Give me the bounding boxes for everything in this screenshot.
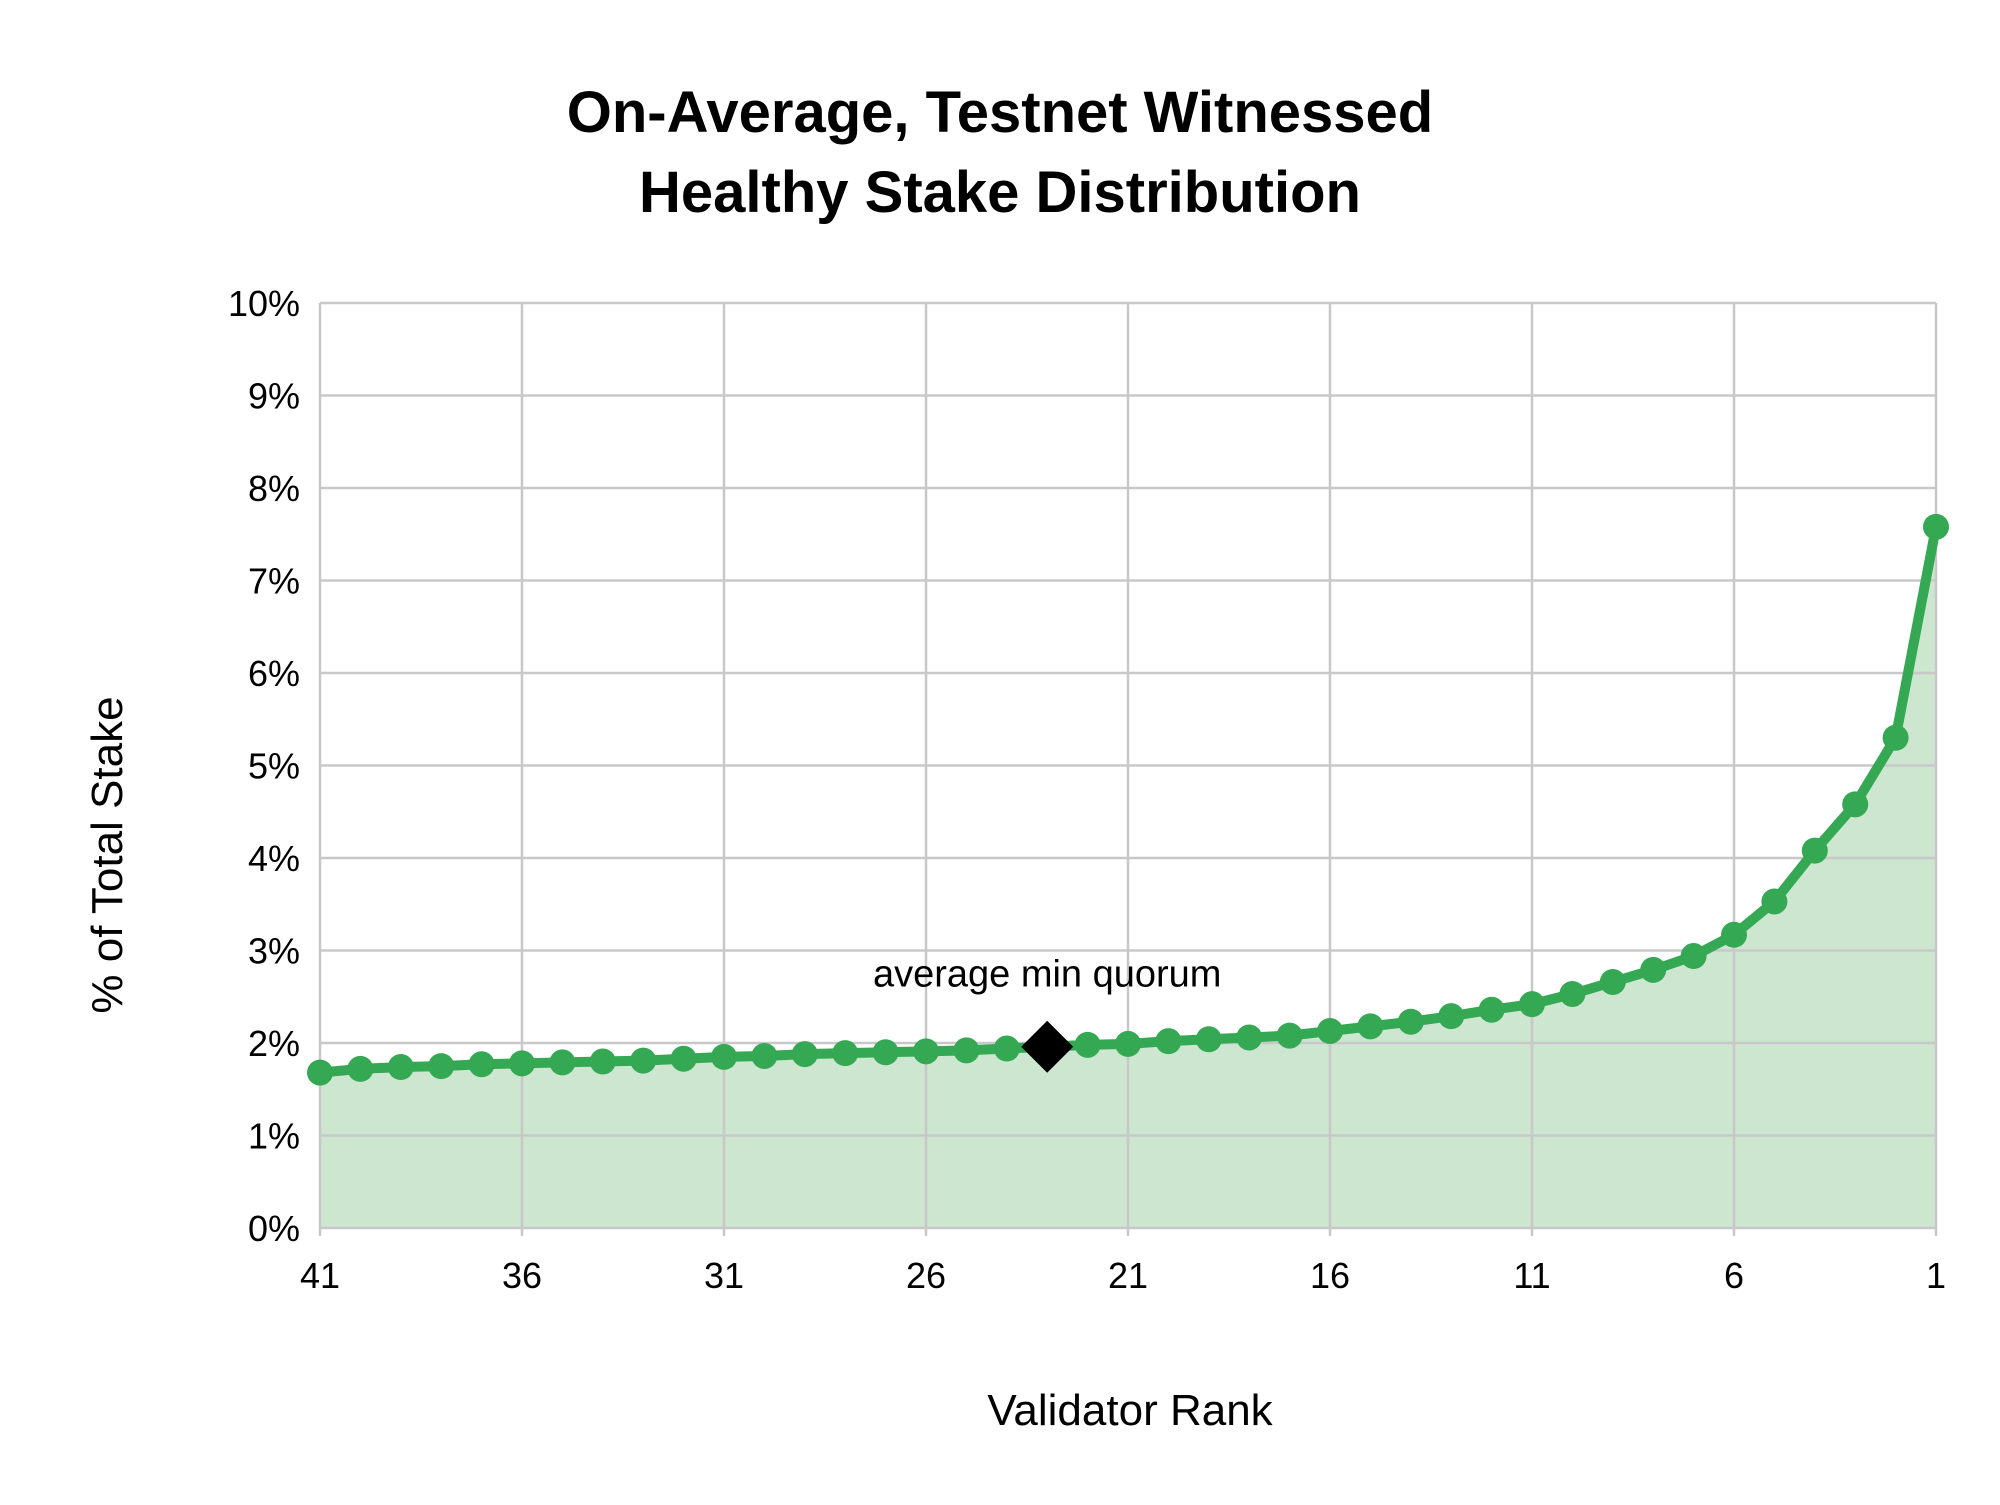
data-point [711,1043,737,1070]
y-tick-label: 6% [248,653,300,694]
data-point [1276,1022,1303,1049]
data-point [630,1047,657,1074]
x-tick-label: 6 [1724,1255,1744,1296]
data-point [387,1054,414,1081]
y-tick-label: 8% [248,468,300,509]
data-point [791,1041,818,1068]
data-point [1801,837,1828,864]
data-point [468,1051,495,1078]
data-point [347,1055,374,1082]
annotation-marker [1021,1020,1074,1073]
data-point [1842,791,1869,818]
y-tick-label: 4% [248,838,300,879]
x-tick-label: 36 [502,1255,542,1296]
data-point [993,1035,1020,1062]
y-tick-label: 9% [248,376,300,417]
data-point [872,1039,899,1066]
data-point [953,1037,980,1064]
data-point [1438,1003,1465,1030]
annotation-label: average min quorum [873,954,1222,996]
x-tick-label: 21 [1108,1255,1148,1296]
y-tick-label: 5% [248,746,300,787]
x-tick-label: 11 [1513,1255,1550,1296]
x-tick-label: 31 [704,1255,744,1296]
data-point [428,1053,455,1080]
y-tick-label: 1% [248,1116,300,1157]
y-tick-label: 7% [248,561,300,602]
data-point [1357,1013,1384,1040]
data-point [1317,1017,1343,1044]
data-point [307,1059,333,1086]
y-tick-label: 10% [228,283,300,324]
data-point [1640,956,1667,983]
data-point [832,1040,859,1067]
x-axis-label: Validator Rank [987,1386,1273,1435]
x-tick-label: 26 [906,1255,946,1296]
y-tick-label: 3% [248,931,300,972]
data-point [509,1050,535,1077]
data-point [1599,968,1626,995]
data-point [913,1038,939,1065]
y-axis-label: % of Total Stake [83,696,132,1013]
data-point [1923,513,1949,540]
data-point [589,1048,616,1075]
y-tick-label: 2% [248,1023,300,1064]
data-point [1519,991,1545,1018]
data-point [1761,888,1788,915]
chart-title-line-1: On-Average, Testnet Witnessed [567,80,1433,145]
data-point [1559,980,1586,1007]
data-point [670,1045,697,1072]
data-point [1236,1024,1263,1051]
chart-title-line-2: Healthy Stake Distribution [639,160,1361,225]
y-tick-label: 0% [248,1208,300,1249]
data-point [1155,1028,1182,1055]
data-point [1074,1031,1101,1058]
data-point [1397,1008,1424,1035]
data-point [1195,1026,1222,1053]
x-tick-label: 41 [300,1255,340,1296]
data-point [1680,943,1707,970]
data-point [1115,1030,1141,1057]
plot-area: 0% 1% 2% 3% 4% 5% 6% 7% 8% 9% 10% 41 36 31 26 21 16 11 6 1 a… [228,283,1949,1296]
x-tick-label: 1 [1926,1255,1946,1296]
data-point [1721,921,1747,948]
data-point [549,1049,576,1076]
data-point [751,1042,778,1069]
x-tick-label: 16 [1310,1255,1350,1296]
data-point [1478,996,1505,1023]
data-point [1882,724,1909,751]
